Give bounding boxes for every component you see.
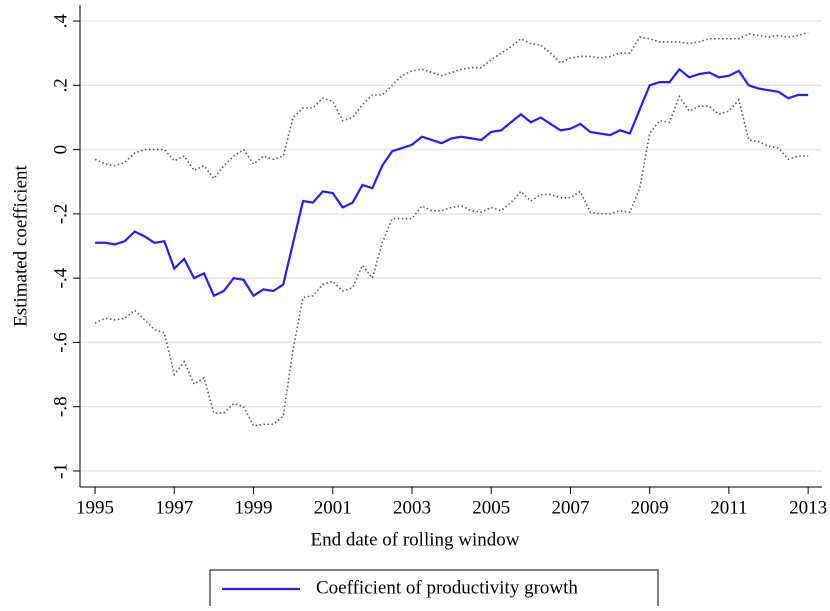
data-line bbox=[94, 31, 809, 180]
x-tick-label: 1999 bbox=[235, 497, 273, 518]
x-tick-label: 2009 bbox=[631, 497, 669, 518]
x-tick-label: 2007 bbox=[551, 497, 589, 518]
y-tick-label: -.8 bbox=[50, 396, 71, 417]
data-line bbox=[95, 67, 809, 298]
y-tick-label: .2 bbox=[50, 78, 71, 92]
legend: Coefficient of productivity growth bbox=[209, 569, 659, 611]
x-tick-label: 2001 bbox=[314, 497, 352, 518]
y-tick-label: 0 bbox=[50, 145, 71, 155]
x-tick-label: 2005 bbox=[472, 497, 510, 518]
y-tick-label: -.2 bbox=[50, 204, 71, 225]
y-tick-label: -.6 bbox=[50, 332, 71, 353]
x-tick-label: 2013 bbox=[789, 497, 827, 518]
y-axis-label: Estimated coefficient bbox=[10, 164, 31, 326]
x-tick-label: 2011 bbox=[710, 497, 747, 518]
y-tick-label: -.4 bbox=[50, 267, 71, 288]
x-tick-label: 1995 bbox=[76, 497, 114, 518]
x-tick-label: 1997 bbox=[155, 497, 193, 518]
legend-label: Coefficient of productivity growth bbox=[316, 577, 578, 598]
x-axis-label: End date of rolling window bbox=[311, 529, 520, 550]
data-line bbox=[94, 94, 809, 427]
y-tick-label: -1 bbox=[50, 463, 71, 479]
x-tick-label: 2003 bbox=[393, 497, 431, 518]
y-tick-label: .4 bbox=[50, 13, 71, 28]
